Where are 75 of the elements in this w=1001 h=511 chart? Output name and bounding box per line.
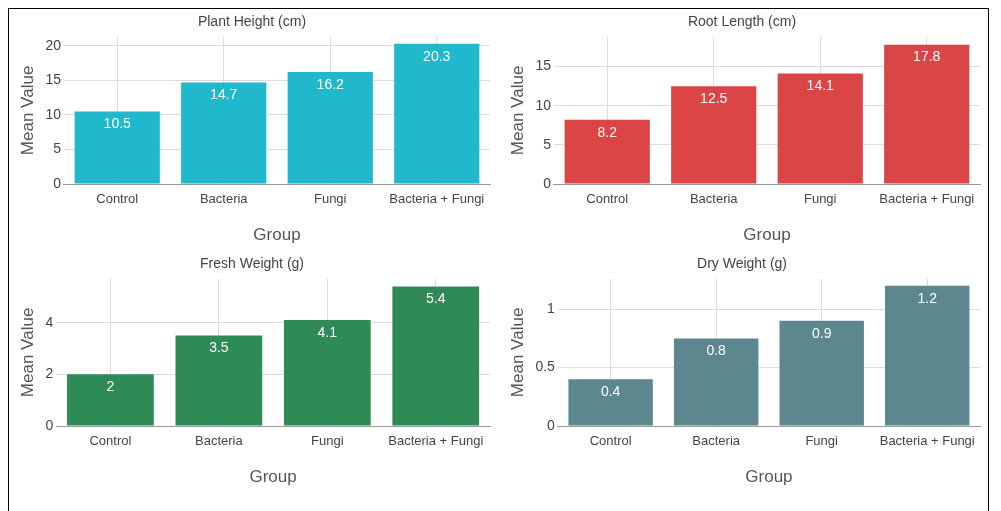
bar — [74, 111, 160, 184]
data-label: 0.8 — [706, 342, 727, 359]
bar — [181, 82, 267, 184]
x-tick-label: Fungi — [313, 191, 347, 207]
x-tick-label: Control — [586, 191, 629, 207]
data-label: 4.1 — [317, 323, 338, 340]
data-label: 2 — [106, 378, 115, 395]
y-tick-label: 2 — [45, 365, 54, 382]
y-tick-label: 0 — [543, 174, 552, 191]
x-tick-label: Fungi — [803, 191, 837, 207]
x-tick-label: Fungi — [311, 433, 344, 449]
data-label: 0.4 — [600, 383, 621, 400]
y-tick-label: 1 — [547, 300, 556, 317]
bar — [67, 374, 154, 426]
bar — [777, 73, 863, 184]
y-tick-label: 10 — [535, 96, 552, 113]
y-axis-title: Mean Value — [17, 65, 37, 156]
data-label: 3.5 — [209, 339, 229, 356]
x-tick-label: Bacteria — [195, 433, 244, 449]
data-label: 10.5 — [103, 115, 132, 132]
bar — [673, 338, 759, 426]
y-tick-label: 0 — [547, 416, 556, 433]
x-tick-label: Bacteria + Fungi — [879, 433, 975, 449]
bar — [392, 286, 480, 426]
y-tick-label: 0 — [53, 174, 62, 191]
x-tick-label: Bacteria + Fungi — [389, 191, 485, 207]
bar — [884, 44, 970, 184]
bar — [175, 335, 263, 426]
bar — [564, 119, 650, 184]
x-axis-title: Group — [745, 467, 793, 487]
x-axis-title: Group — [253, 225, 301, 245]
bar — [287, 72, 373, 184]
data-label: 17.8 — [913, 48, 941, 65]
data-label: 14.1 — [806, 77, 835, 94]
y-tick-label: 10 — [45, 105, 62, 122]
data-label: 8.2 — [597, 123, 618, 140]
data-label: 12.5 — [700, 89, 728, 106]
x-tick-label: Bacteria + Fungi — [879, 191, 975, 207]
bar — [671, 86, 757, 184]
bar — [283, 320, 371, 426]
y-tick-label: 4 — [45, 313, 54, 330]
y-tick-label: 0 — [45, 416, 54, 433]
bar — [394, 43, 480, 184]
x-tick-label: Bacteria — [689, 191, 739, 207]
bar — [568, 379, 653, 426]
x-tick-label: Control — [96, 191, 139, 207]
data-label: 0.9 — [811, 324, 832, 341]
data-label: 1.2 — [917, 289, 938, 306]
y-tick-label: 20 — [45, 36, 62, 53]
data-label: 16.2 — [316, 75, 345, 92]
bar — [885, 285, 970, 426]
y-tick-label: 0.5 — [535, 358, 556, 375]
y-tick-label: 15 — [45, 71, 62, 88]
bar — [779, 320, 864, 426]
chart-title: Plant Height (cm) — [197, 13, 307, 30]
data-label: 20.3 — [423, 47, 451, 64]
data-label: 14.7 — [210, 86, 238, 103]
x-tick-label: Bacteria — [199, 191, 249, 207]
y-axis-title: Mean Value — [507, 65, 527, 156]
y-axis-title: Mean Value — [17, 307, 37, 398]
y-tick-label: 5 — [53, 140, 62, 157]
chart-title: Fresh Weight (g) — [200, 255, 304, 272]
x-tick-label: Control — [89, 433, 132, 449]
x-tick-label: Bacteria + Fungi — [388, 433, 484, 449]
x-tick-label: Control — [589, 433, 632, 449]
y-axis-title: Mean Value — [507, 307, 527, 398]
x-tick-label: Fungi — [805, 433, 839, 449]
x-tick-label: Bacteria — [692, 433, 741, 449]
chart-title: Root Length (cm) — [687, 13, 797, 30]
y-tick-label: 5 — [543, 135, 552, 152]
x-axis-title: Group — [743, 225, 791, 245]
x-axis-title: Group — [249, 467, 297, 487]
data-label: 5.4 — [426, 290, 446, 307]
y-tick-label: 15 — [535, 57, 552, 74]
chart-title: Dry Weight (g) — [697, 255, 787, 272]
